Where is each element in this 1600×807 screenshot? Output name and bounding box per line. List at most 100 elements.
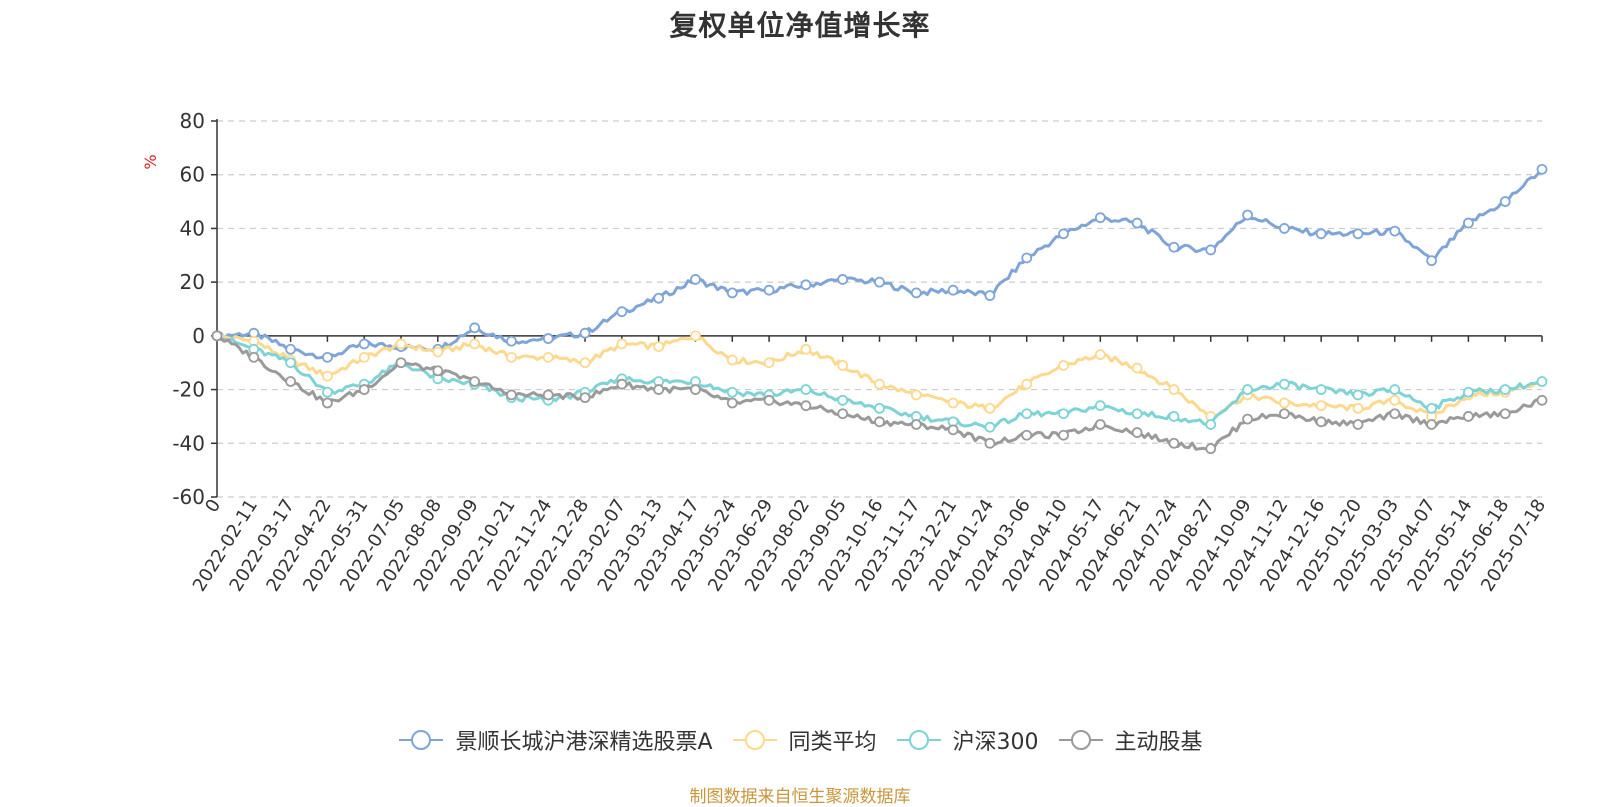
data-point <box>322 351 333 363</box>
data-point <box>579 327 591 339</box>
y-tick-label: 20 <box>180 270 205 294</box>
data-point <box>211 330 223 342</box>
data-point <box>1131 217 1143 229</box>
data-point <box>1352 402 1364 414</box>
data-point <box>653 292 665 304</box>
data-point <box>1499 384 1511 395</box>
data-point <box>1278 223 1290 234</box>
legend: 景顺长城沪港深精选股票A 同类平均 沪深300 主动股基 <box>0 724 1600 756</box>
data-point <box>469 376 481 387</box>
data-point <box>947 424 959 436</box>
data-point <box>322 370 333 382</box>
y-tick-label: -40 <box>172 431 205 455</box>
y-tick-label: -20 <box>172 378 205 402</box>
data-point <box>285 343 297 355</box>
data-point <box>1131 427 1143 438</box>
data-point <box>984 421 996 433</box>
data-point <box>947 284 959 296</box>
data-point <box>1021 378 1033 390</box>
data-point <box>1168 241 1180 253</box>
data-point <box>358 384 370 395</box>
data-point <box>1058 359 1069 371</box>
data-point <box>1205 443 1217 455</box>
series-lines <box>211 163 1548 455</box>
tick-labels: 806040200-20-40-60%02022-02-112022-03-17… <box>141 109 1550 595</box>
data-point <box>469 322 481 334</box>
data-point <box>984 437 996 449</box>
data-point <box>579 357 591 369</box>
data-point <box>1315 400 1327 412</box>
data-point <box>1352 389 1364 401</box>
data-point <box>837 408 849 420</box>
legend-marker-icon <box>896 730 941 750</box>
data-point <box>1462 411 1474 422</box>
data-point <box>1058 429 1069 441</box>
data-point <box>1094 212 1106 224</box>
data-point <box>1205 419 1217 430</box>
data-point <box>542 333 554 344</box>
data-point <box>1021 408 1033 420</box>
gridlines <box>217 120 1542 498</box>
data-point <box>1462 386 1474 398</box>
data-point <box>874 402 885 414</box>
data-point <box>1426 255 1437 267</box>
data-point <box>1094 349 1106 361</box>
legend-item[interactable]: 沪深300 <box>895 724 1039 756</box>
data-point <box>506 335 517 347</box>
data-point <box>984 402 996 414</box>
series-line <box>216 168 1544 360</box>
data-point <box>506 351 517 363</box>
data-point <box>1168 437 1180 449</box>
x-tick-label: 0 <box>201 496 225 517</box>
data-point <box>910 419 922 430</box>
data-point <box>1168 411 1180 422</box>
data-point <box>506 389 517 401</box>
series-0 <box>211 163 1548 363</box>
data-point <box>1315 416 1327 428</box>
data-point <box>1315 384 1327 395</box>
data-point <box>874 276 885 288</box>
data-point <box>1389 394 1401 406</box>
data-point <box>837 394 849 406</box>
data-point <box>800 343 812 355</box>
data-point <box>1094 400 1106 412</box>
source-note: 制图数据来自恒生聚源数据库 <box>689 787 911 807</box>
data-point <box>874 378 885 390</box>
data-point <box>947 397 959 409</box>
y-tick-label: 60 <box>180 163 205 187</box>
data-point <box>1058 228 1069 240</box>
legend-item[interactable]: 主动股基 <box>1057 724 1203 756</box>
series-3 <box>211 330 1548 455</box>
data-point <box>1536 163 1548 175</box>
data-point <box>1536 376 1548 387</box>
data-point <box>285 376 297 387</box>
data-point <box>763 284 775 296</box>
legend-item[interactable]: 同类平均 <box>731 724 877 756</box>
data-point <box>248 351 260 363</box>
legend-label: 沪深300 <box>952 730 1039 755</box>
data-point <box>726 354 738 366</box>
legend-label: 主动股基 <box>1114 730 1203 755</box>
data-point <box>800 384 812 395</box>
data-point <box>579 392 591 404</box>
y-tick-label: 40 <box>180 216 205 240</box>
data-point <box>726 397 738 409</box>
data-point <box>1352 228 1364 240</box>
legend-marker-icon <box>732 730 777 750</box>
legend-item[interactable]: 景顺长城沪港深精选股票A <box>397 724 713 756</box>
legend-label: 同类平均 <box>788 730 877 755</box>
data-point <box>1499 196 1511 207</box>
data-point <box>1205 244 1217 256</box>
data-point <box>1058 408 1069 420</box>
data-point <box>1499 408 1511 420</box>
legend-circle <box>1070 730 1091 750</box>
data-point <box>1462 217 1474 229</box>
data-point <box>1426 402 1437 414</box>
data-point <box>616 338 628 350</box>
data-point <box>1278 378 1290 390</box>
data-point <box>395 338 407 350</box>
data-point <box>653 384 665 395</box>
data-point <box>800 400 812 412</box>
data-point <box>763 394 775 406</box>
